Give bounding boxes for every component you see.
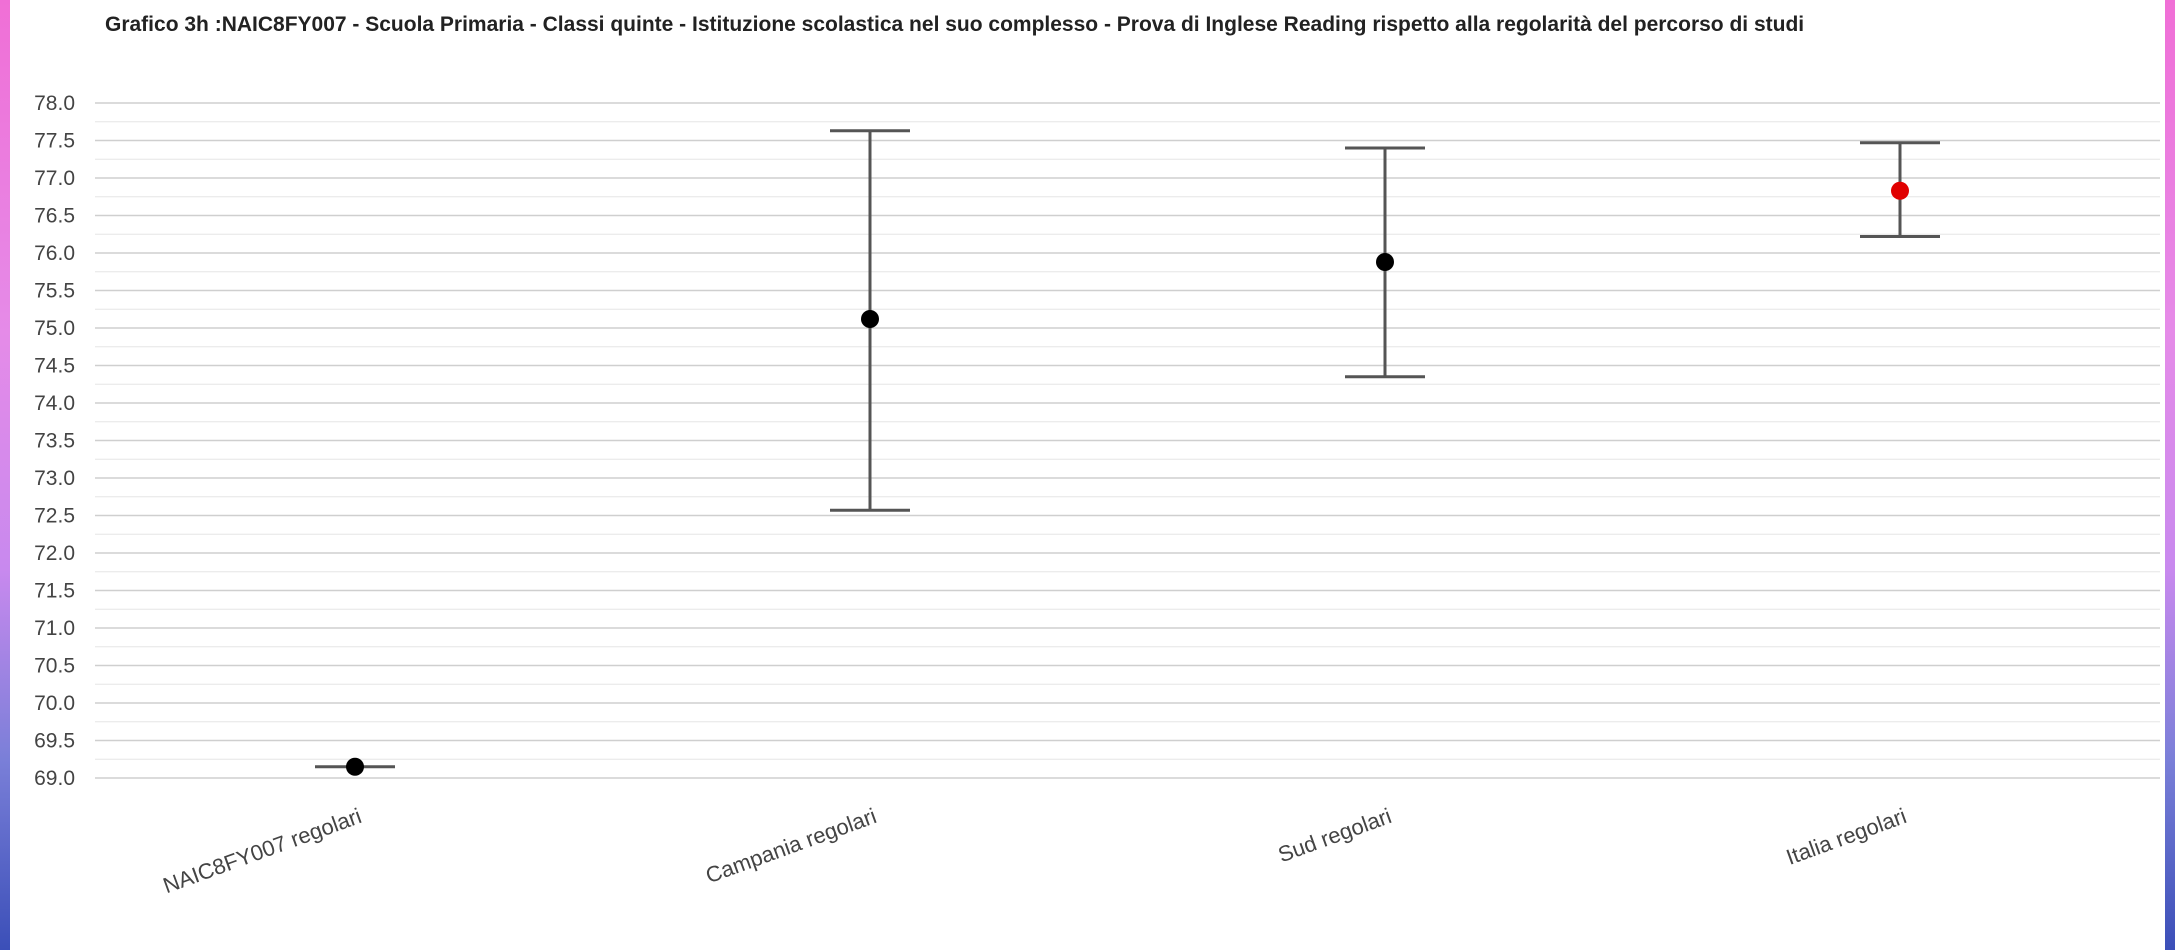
x-tick-label: Italia regolari: [1783, 803, 1910, 870]
data-point: [1891, 181, 1909, 200]
x-tick-label: Sud regolari: [1275, 803, 1395, 867]
chart-panel: Grafico 3h :NAIC8FY007 - Scuola Primaria…: [10, 0, 2165, 950]
y-tick-label: 73.0: [34, 467, 75, 490]
x-tick-label: Campania regolari: [702, 803, 879, 888]
y-tick-label: 78.0: [34, 92, 75, 115]
y-tick-label: 76.0: [34, 242, 75, 265]
y-tick-label: 75.0: [34, 317, 75, 340]
y-tick-label: 76.5: [34, 205, 75, 228]
data-point: [346, 757, 364, 776]
y-tick-label: 77.0: [34, 167, 75, 190]
y-tick-label: 71.5: [34, 580, 75, 603]
x-tick-label: NAIC8FY007 regolari: [160, 803, 365, 898]
chart-title: Grafico 3h :NAIC8FY007 - Scuola Primaria…: [105, 13, 1805, 36]
data-points: [346, 181, 1909, 776]
y-tick-label: 74.5: [34, 355, 75, 378]
y-tick-label: 75.5: [34, 280, 75, 303]
data-point: [861, 310, 879, 328]
y-tick-label: 70.5: [34, 655, 75, 678]
data-point: [1376, 253, 1394, 271]
error-bars: [315, 129, 1940, 769]
y-tick-label: 72.5: [34, 505, 75, 528]
y-tick-label: 74.0: [34, 392, 75, 415]
y-tick-label: 71.0: [34, 617, 75, 640]
y-tick-label: 69.5: [34, 730, 75, 753]
y-axis-ticks: 69.0 69.5 70.0 70.5 71.0 71.5 72.0 72.5 73.0 73.5…: [34, 92, 75, 790]
x-axis-ticks: NAIC8FY007 regolari Campania regolari Sud …: [160, 803, 1910, 898]
y-tick-label: 73.5: [34, 430, 75, 453]
y-tick-label: 72.0: [34, 542, 75, 565]
grid-layer: [95, 102, 2160, 779]
y-tick-label: 69.0: [34, 767, 75, 790]
y-tick-label: 77.5: [34, 130, 75, 153]
y-tick-label: 70.0: [34, 692, 75, 715]
